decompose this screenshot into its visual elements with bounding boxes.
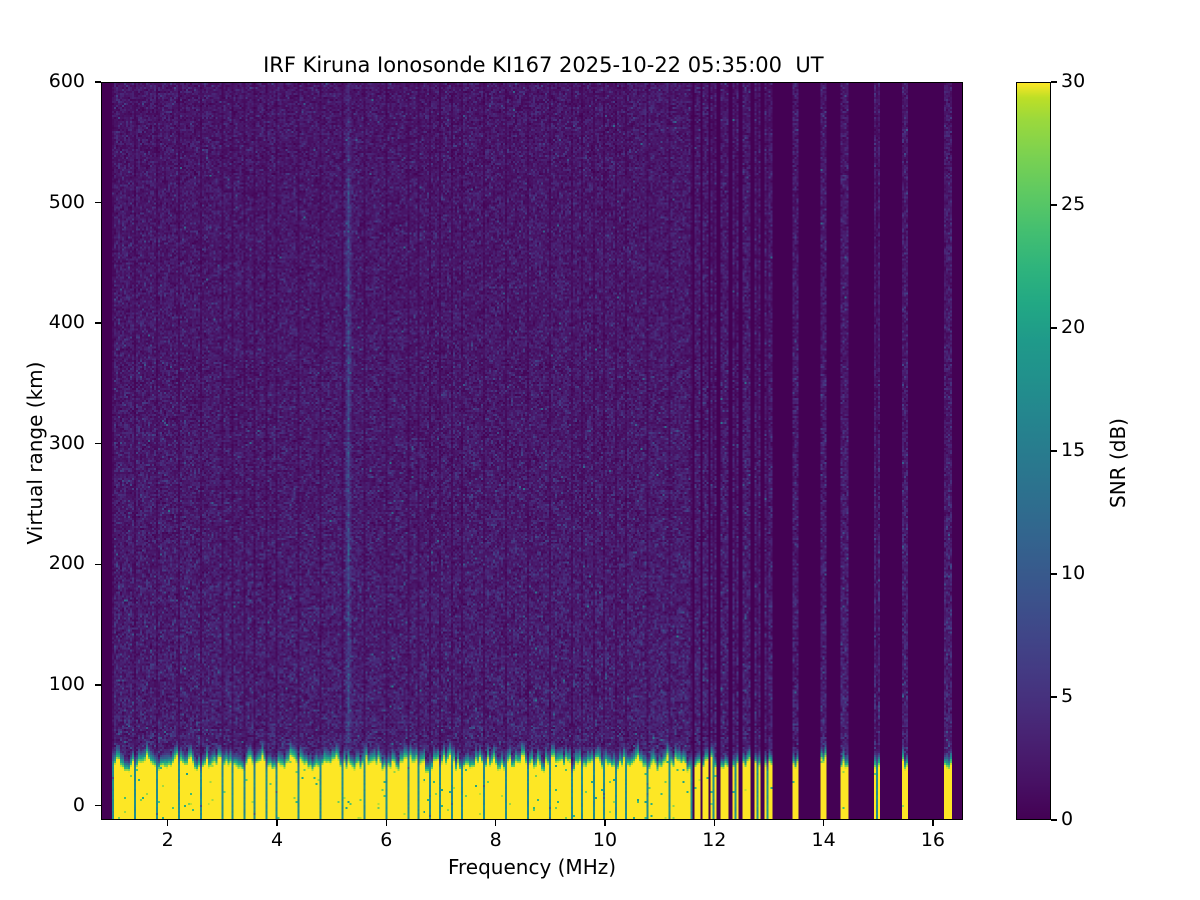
y-tick-label: 500 <box>48 190 85 213</box>
colorbar-tick-mark <box>1051 573 1057 575</box>
x-tick-label: 14 <box>811 829 836 851</box>
x-tick-mark <box>494 820 497 826</box>
colorbar-label: SNR (dB) <box>1106 418 1130 508</box>
y-tick-label: 200 <box>48 552 85 575</box>
colorbar-tick-mark <box>1051 204 1057 206</box>
x-tick-label: 2 <box>161 829 174 851</box>
x-tick-mark <box>385 820 388 826</box>
figure-title-line1: IRF Kiruna Ionosonde KI167 2025-10-22 05… <box>263 53 824 77</box>
x-tick-mark <box>713 820 715 826</box>
x-tick-mark <box>166 820 169 826</box>
colorbar-tick-mark <box>1051 327 1057 329</box>
x-tick-mark <box>932 820 934 826</box>
y-tick-mark <box>95 81 101 83</box>
colorbar-tick-label: 5 <box>1061 685 1074 707</box>
ionogram-heatmap <box>102 83 962 819</box>
y-tick-mark <box>95 563 101 566</box>
colorbar-tick-mark <box>1051 81 1057 83</box>
colorbar-tick-label: 20 <box>1061 316 1086 338</box>
x-tick-mark <box>822 820 825 826</box>
x-tick-mark <box>604 820 606 826</box>
y-tick-label: 0 <box>72 793 85 816</box>
x-tick-label: 16 <box>920 829 946 851</box>
y-tick-mark <box>95 443 101 445</box>
colorbar <box>1016 82 1051 820</box>
colorbar-tick-label: 0 <box>1061 808 1074 830</box>
y-tick-label: 600 <box>48 70 85 92</box>
x-axis-label: Frequency (MHz) <box>447 855 617 879</box>
colorbar-tick-mark <box>1051 819 1057 821</box>
y-tick-label: 400 <box>48 311 85 334</box>
y-tick-label: 300 <box>48 431 85 454</box>
x-tick-label: 8 <box>489 829 502 851</box>
y-axis-label: Virtual range (km) <box>23 361 47 545</box>
y-tick-mark <box>95 804 101 807</box>
colorbar-tick-mark <box>1051 450 1057 452</box>
colorbar-tick-label: 15 <box>1061 439 1086 461</box>
y-tick-mark <box>95 684 101 686</box>
colorbar-tick-label: 10 <box>1061 562 1086 584</box>
y-tick-mark <box>95 322 101 324</box>
plot-axes <box>101 82 963 820</box>
x-tick-label: 6 <box>380 829 393 851</box>
colorbar-tick-mark <box>1051 696 1057 698</box>
colorbar-tick-label: 25 <box>1061 193 1086 215</box>
y-tick-label: 100 <box>48 672 85 695</box>
x-tick-label: 12 <box>702 829 727 851</box>
colorbar-tick-label: 30 <box>1061 70 1086 92</box>
x-tick-label: 4 <box>270 829 284 851</box>
x-tick-mark <box>276 820 278 826</box>
y-tick-mark <box>95 201 101 204</box>
x-tick-label: 10 <box>592 829 618 851</box>
